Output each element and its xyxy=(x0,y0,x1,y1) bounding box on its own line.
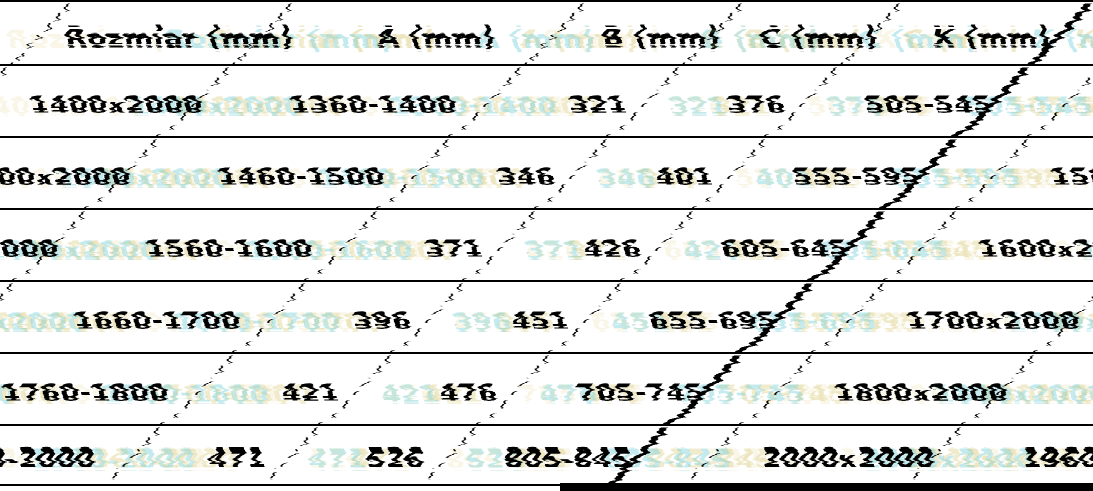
table-cell: 401 xyxy=(651,157,709,189)
table-cell: 1360-1400 xyxy=(286,85,452,117)
table-cell: 1660-1700 xyxy=(70,301,236,333)
column-header-cell: X (mm) xyxy=(928,16,1047,50)
table-cell: 1500x2000 xyxy=(1046,157,1093,189)
table-cell: 476 xyxy=(435,373,493,405)
row-strip: 1500x2000 1460-1500 346 401 555-595 xyxy=(0,138,953,208)
table-cell: 1560-1600 xyxy=(142,229,308,261)
table-cell: 451 xyxy=(507,301,565,333)
table-cell: 805-845 xyxy=(499,439,628,471)
table-left-border xyxy=(736,354,808,424)
table-cell: 321 xyxy=(565,85,623,117)
table-cell: 426 xyxy=(579,229,637,261)
table-cell: 1460-1500 xyxy=(214,157,380,189)
table-cell: 371 xyxy=(421,229,479,261)
column-header-cell: C (mm) xyxy=(756,16,874,50)
table-left-border xyxy=(675,426,735,484)
table-cell: 376 xyxy=(723,85,781,117)
table-row: 1800x20001760-1800421476705-7451800x2000… xyxy=(0,354,1093,426)
table-top-border xyxy=(0,0,1093,2)
table-bottom-border xyxy=(560,483,1093,491)
table-cell: 1960-2000 xyxy=(0,439,91,471)
row-strip: Rozmiar (mm) A (mm) B (mm) C (mm) X (mm) xyxy=(0,2,1088,64)
table-cell: 1700x2000 xyxy=(902,301,1076,333)
table-left-border xyxy=(1024,66,1093,136)
table-row: 1700x2000 1660-1700 396 451 655-695 1700x2000… xyxy=(0,282,1093,354)
table-left-border xyxy=(880,210,952,280)
table-row: 1500x2000 1460-1500 346 401 555-595 1500x2000… xyxy=(0,138,1093,210)
table-cell: 1500x2000 xyxy=(0,157,127,189)
table-cell: 526 xyxy=(362,439,420,471)
table-cell: 396 xyxy=(349,301,407,333)
table-cell: 471 xyxy=(204,439,262,471)
table-row: 1400x20001360-1400321376505-5451400x2000… xyxy=(0,66,1093,138)
table-cell: 1800x2000 xyxy=(830,373,1004,405)
row-strip: 1700x2000 1660-1700 396 451 655-695 xyxy=(0,282,809,352)
row-strip: 1400x2000 1360-1400 321 376 505-545 xyxy=(0,66,1025,136)
header-row: Rozmiar (mm)A (mm)B (mm)C (mm)X (mm)Rozm… xyxy=(0,2,1093,66)
table-cell: 421 xyxy=(277,373,335,405)
table-cell: 605-645 xyxy=(716,229,845,261)
table-cell: 1760-1800 xyxy=(1028,354,1093,424)
table-cell: 1400x2000 xyxy=(25,85,199,117)
table-cell: 1960-2000 xyxy=(1018,439,1093,471)
table-cell: 2000x2000 xyxy=(757,439,931,471)
table-left-border xyxy=(952,138,1024,208)
table-row: 1600x2000 1560-1600 371 426 605-645 1600x2000… xyxy=(0,210,1093,282)
column-header-cell: B (mm) xyxy=(597,16,717,50)
row-strip: 1600x2000 1560-1600 371 426 605-645 xyxy=(0,210,881,280)
table-cell: 705-745 xyxy=(572,373,701,405)
column-header-cell: Rozmiar (mm) xyxy=(60,16,290,50)
table-row: 2000x20001960-2000471526805-8452000x2000… xyxy=(0,426,1093,486)
column-header-cell: A (mm) xyxy=(372,16,492,50)
table-left-border xyxy=(808,282,880,352)
table-cell: 1600x2000 xyxy=(0,229,55,261)
table-left-border xyxy=(2,2,66,64)
table-cell: 655-695 xyxy=(644,301,773,333)
table-cell: 1760-1800 xyxy=(0,373,164,405)
table-cell: 505-545 xyxy=(860,85,989,117)
table-cell: 555-595 xyxy=(788,157,917,189)
row-strip: Rozmiar (mm)A (mm)B (mm)C (mm)X (mm) xyxy=(1058,2,1093,64)
table-cell: 1700x2000 xyxy=(0,282,7,352)
table-cell: 1600x2000 xyxy=(974,229,1093,261)
table-cell: 346 xyxy=(493,157,551,189)
